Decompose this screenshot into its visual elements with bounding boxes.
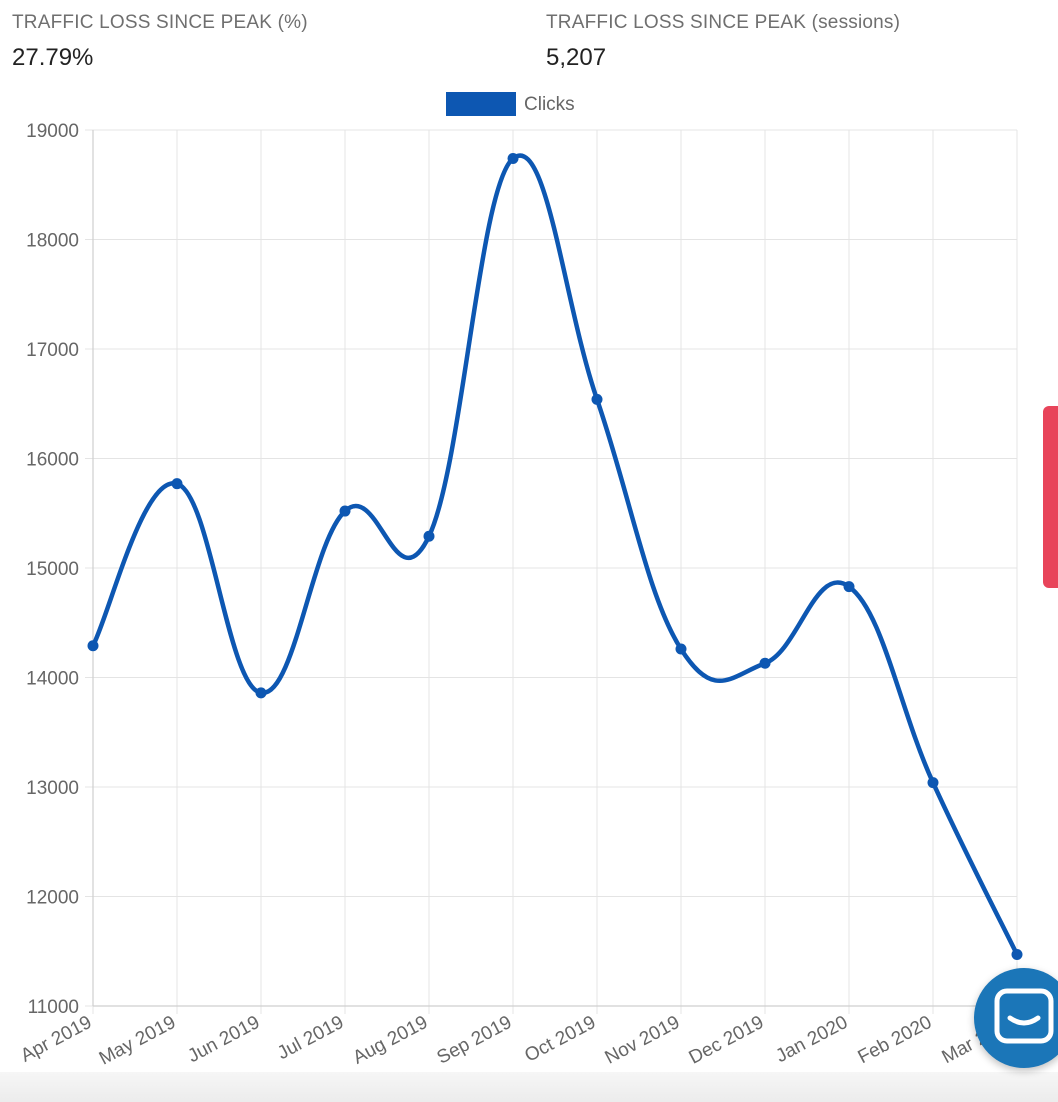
y-tick-label: 14000: [26, 669, 79, 690]
grid-lines: [85, 129, 1018, 1014]
y-tick-label: 15000: [26, 559, 79, 580]
stat-traffic-loss-sessions: TRAFFIC LOSS SINCE PEAK (sessions) 5,207: [546, 12, 900, 72]
stat-label: TRAFFIC LOSS SINCE PEAK (sessions): [546, 12, 901, 33]
bottom-bar: [0, 1072, 1058, 1102]
data-point: [591, 393, 603, 405]
x-tick-label: Jul 2019: [274, 1012, 347, 1064]
legend-swatch: [446, 92, 516, 116]
x-tick-label: May 2019: [96, 1012, 180, 1070]
data-point: [339, 505, 351, 517]
x-tick-label: Apr 2019: [17, 1012, 95, 1067]
chat-bubble-icon: [994, 988, 1054, 1044]
y-tick-label: 18000: [26, 231, 79, 252]
y-tick-label: 13000: [26, 778, 79, 799]
x-axis: Apr 2019 May 2019 Jun 2019 Jul 2019 Aug 2019…: [17, 1005, 1019, 1070]
stat-value: 27.79%: [12, 44, 94, 71]
data-point: [927, 777, 939, 789]
data-point: [507, 152, 519, 164]
chat-launcher-button[interactable]: [974, 968, 1058, 1068]
y-tick-label: 19000: [26, 121, 79, 142]
x-tick-label: Dec 2019: [686, 1012, 768, 1069]
data-point: [843, 581, 855, 593]
feedback-side-tab[interactable]: [1043, 406, 1058, 588]
data-point: [423, 530, 435, 542]
x-tick-label: Oct 2019: [521, 1012, 599, 1067]
data-point: [171, 478, 183, 490]
x-tick-label: Feb 2020: [855, 1012, 936, 1068]
legend: Clicks: [446, 92, 575, 116]
x-tick-label: Nov 2019: [602, 1012, 684, 1069]
series-line-clicks: [91, 153, 1020, 956]
x-tick-label: Aug 2019: [350, 1012, 432, 1069]
data-point: [1011, 949, 1023, 961]
data-point: [255, 687, 267, 699]
y-tick-label: 17000: [26, 340, 79, 361]
series-clicks: [87, 152, 1023, 961]
stat-traffic-loss-percent: TRAFFIC LOSS SINCE PEAK (%) 27.79%: [12, 12, 308, 72]
x-tick-label: Jun 2019: [184, 1012, 263, 1067]
x-tick-label: Jan 2020: [772, 1012, 851, 1067]
y-tick-label: 16000: [26, 450, 79, 471]
y-tick-label: 12000: [26, 888, 79, 909]
legend-label: Clicks: [524, 94, 575, 115]
y-axis: 11000 12000 13000 14000 15000 16000 17000 18000…: [26, 121, 94, 1018]
data-point: [675, 643, 687, 655]
x-tick-label: Sep 2019: [434, 1012, 516, 1069]
data-point: [759, 657, 771, 669]
y-tick-label: 11000: [28, 997, 79, 1018]
stat-value: 5,207: [546, 44, 607, 71]
stat-label: TRAFFIC LOSS SINCE PEAK (%): [12, 12, 308, 33]
data-point: [87, 640, 99, 652]
